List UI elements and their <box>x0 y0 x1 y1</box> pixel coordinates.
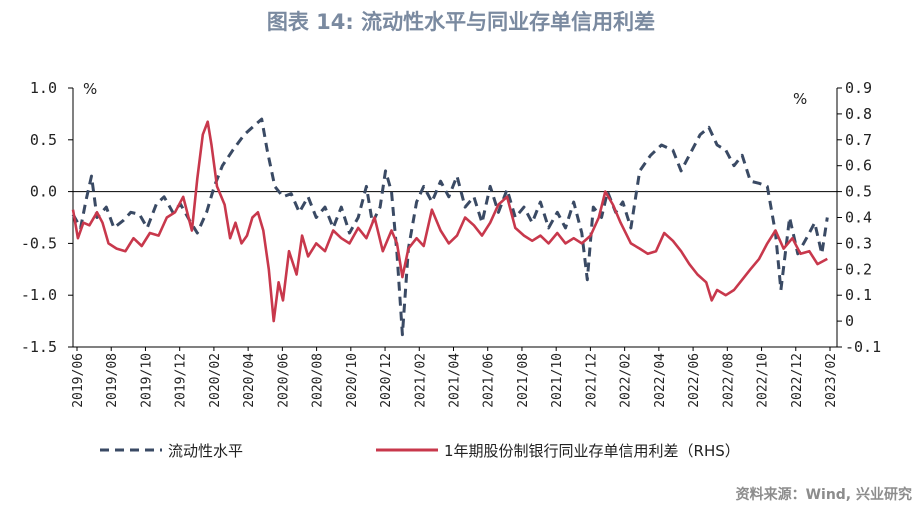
x-tick-label: 2020/10 <box>345 353 360 408</box>
right-tick-label: 0.8 <box>845 105 872 123</box>
x-tick-label: 2020/12 <box>379 353 394 408</box>
x-tick-label: 2022/06 <box>687 353 702 408</box>
series-line-liquidity <box>71 117 829 337</box>
x-tick-label: 2019/12 <box>174 353 189 408</box>
chart-title: 图表 14: 流动性水平与同业存单信用利差 <box>266 10 656 34</box>
x-tick-label: 2021/02 <box>413 353 428 408</box>
left-tick-label: -1.5 <box>21 338 57 356</box>
right-tick-label: 0.1 <box>845 286 872 304</box>
x-tick-label: 2022/02 <box>619 353 634 408</box>
right-tick-label: 0.2 <box>845 260 872 278</box>
series-line-spread <box>71 120 828 323</box>
x-tick-label: 2021/06 <box>482 353 497 408</box>
x-tick-label: 2019/10 <box>139 353 154 408</box>
legend-label-spread: 1年期股份制银行同业存单信用利差（RHS） <box>444 442 740 460</box>
chart-axes: 1.0 0.5 0.0 -0.5 -1.0 -1.5 0.9 0.8 0.7 0.6 0.5 0.4 0… <box>21 79 881 408</box>
right-tick-label: -0.1 <box>845 338 881 356</box>
source-note: 资料来源：Wind, 兴业研究 <box>735 487 912 503</box>
x-tick-label: 2022/04 <box>653 353 668 408</box>
x-tick-label: 2021/04 <box>448 353 463 408</box>
x-tick-label: 2023/02 <box>824 353 839 408</box>
right-tick-label: 0.7 <box>845 131 872 149</box>
right-tick-label: 0.6 <box>845 157 872 175</box>
x-tick-label: 2021/10 <box>550 353 565 408</box>
x-tick-label: 2021/08 <box>516 353 531 408</box>
right-unit-label: % <box>793 90 807 108</box>
x-tick-label: 2022/12 <box>790 353 805 408</box>
x-tick-label: 2020/02 <box>208 353 223 408</box>
left-tick-label: 0.0 <box>30 183 57 201</box>
left-tick-label: -1.0 <box>21 286 57 304</box>
left-tick-label: 0.5 <box>30 131 57 149</box>
x-tick-label: 2022/10 <box>756 353 771 408</box>
legend-label-liquidity: 流动性水平 <box>168 442 243 460</box>
x-tick-label: 2020/04 <box>242 353 257 408</box>
right-tick-label: 0.9 <box>845 79 872 97</box>
x-tick-label: 2022/08 <box>721 353 736 408</box>
left-unit-label: % <box>83 80 97 98</box>
right-tick-label: 0.3 <box>845 234 872 252</box>
x-tick-label: 2020/06 <box>276 353 291 408</box>
left-tick-label: -0.5 <box>21 234 57 252</box>
right-tick-label: 0.4 <box>845 209 872 227</box>
chart-legend: 流动性水平 1年期股份制银行同业存单信用利差（RHS） <box>100 442 740 460</box>
x-tick-label: 2019/06 <box>71 353 86 408</box>
right-tick-label: 0.5 <box>845 183 872 201</box>
chart-series <box>71 117 829 337</box>
x-tick-label: 2020/08 <box>311 353 326 408</box>
right-tick-label: 0 <box>845 312 854 330</box>
x-tick-label: 2021/12 <box>584 353 599 408</box>
left-tick-label: 1.0 <box>30 79 57 97</box>
x-tick-label: 2019/08 <box>105 353 120 408</box>
